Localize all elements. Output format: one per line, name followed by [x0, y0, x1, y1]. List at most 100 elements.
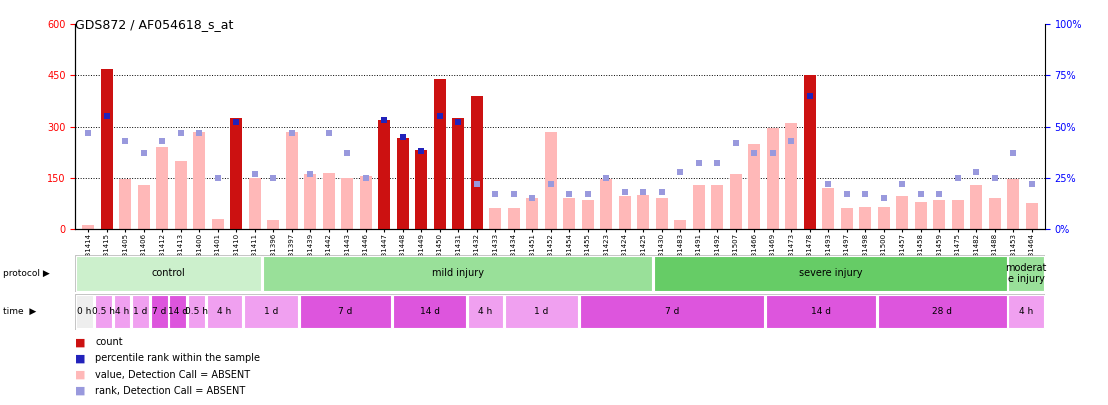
Bar	[748, 144, 760, 229]
Bar	[563, 198, 575, 229]
Text: ■: ■	[75, 354, 85, 363]
Bar	[137, 185, 150, 229]
Bar	[730, 174, 742, 229]
Bar	[230, 118, 243, 229]
Text: ■: ■	[75, 386, 85, 396]
Text: 7 d: 7 d	[665, 307, 679, 316]
Text: 4 h: 4 h	[115, 307, 129, 316]
Bar	[151, 296, 167, 328]
Bar	[322, 173, 335, 229]
Bar	[170, 296, 186, 328]
Bar	[1007, 179, 1019, 229]
Bar	[692, 185, 705, 229]
Bar	[1008, 296, 1044, 328]
Bar	[786, 123, 798, 229]
Text: count: count	[95, 337, 123, 347]
Bar	[507, 208, 520, 229]
Bar	[82, 226, 94, 229]
Bar	[416, 150, 428, 229]
Text: 1 d: 1 d	[264, 307, 278, 316]
Bar	[341, 178, 353, 229]
Bar	[244, 296, 298, 328]
Bar	[95, 296, 112, 328]
Bar	[841, 208, 853, 229]
Bar	[971, 185, 983, 229]
Bar	[601, 179, 613, 229]
Bar	[207, 296, 243, 328]
Bar	[101, 68, 113, 229]
Bar	[188, 296, 205, 328]
Bar	[378, 120, 390, 229]
Bar	[656, 198, 668, 229]
Bar	[76, 256, 260, 291]
Text: ■: ■	[75, 370, 85, 379]
Bar	[468, 296, 503, 328]
Bar	[286, 132, 298, 229]
Text: 4 h: 4 h	[1019, 307, 1034, 316]
Bar	[397, 139, 409, 229]
Bar	[878, 296, 1007, 328]
Bar	[175, 161, 187, 229]
Text: value, Detection Call = ABSENT: value, Detection Call = ABSENT	[95, 370, 250, 379]
Text: ■: ■	[75, 337, 85, 347]
Text: control: control	[152, 269, 185, 278]
Text: 4 h: 4 h	[217, 307, 232, 316]
Bar	[526, 198, 538, 229]
Text: 1 d: 1 d	[534, 307, 548, 316]
Text: severe injury: severe injury	[799, 269, 862, 278]
Text: time  ▶: time ▶	[3, 307, 37, 316]
Bar	[434, 176, 445, 229]
Text: percentile rank within the sample: percentile rank within the sample	[95, 354, 260, 363]
Bar	[988, 198, 1001, 229]
Bar	[1026, 203, 1038, 229]
Bar	[416, 150, 428, 229]
Bar	[249, 178, 260, 229]
Bar	[300, 296, 391, 328]
Bar	[120, 179, 132, 229]
Bar	[267, 220, 279, 229]
Text: 7 d: 7 d	[339, 307, 352, 316]
Bar	[471, 198, 483, 229]
Bar	[490, 208, 501, 229]
Text: 1 d: 1 d	[133, 307, 147, 316]
Bar	[305, 174, 316, 229]
Bar	[545, 132, 557, 229]
Text: mild injury: mild injury	[431, 269, 483, 278]
Bar	[675, 220, 686, 229]
Bar	[637, 195, 649, 229]
Bar	[360, 176, 372, 229]
Bar	[767, 128, 779, 229]
Bar	[434, 79, 445, 229]
Bar	[471, 96, 483, 229]
Bar	[113, 296, 131, 328]
Bar	[804, 75, 815, 229]
Bar	[915, 202, 927, 229]
Bar	[397, 139, 409, 229]
Bar	[878, 207, 890, 229]
Bar	[1008, 256, 1044, 291]
Text: 14 d: 14 d	[420, 307, 440, 316]
Text: 14 d: 14 d	[168, 307, 188, 316]
Bar	[193, 132, 205, 229]
Text: rank, Detection Call = ABSENT: rank, Detection Call = ABSENT	[95, 386, 246, 396]
Bar	[378, 120, 390, 229]
Bar	[582, 200, 594, 229]
Text: 7 d: 7 d	[152, 307, 166, 316]
Text: 4 h: 4 h	[479, 307, 493, 316]
Bar	[132, 296, 148, 328]
Bar	[101, 68, 113, 229]
Bar	[896, 196, 909, 229]
Bar	[452, 185, 464, 229]
Text: 28 d: 28 d	[932, 307, 952, 316]
Bar	[654, 256, 1007, 291]
Bar	[212, 219, 224, 229]
Text: moderat
e injury: moderat e injury	[1006, 262, 1047, 284]
Bar	[230, 118, 243, 229]
Bar	[156, 147, 168, 229]
Bar	[579, 296, 765, 328]
Text: 0.5 h: 0.5 h	[185, 307, 208, 316]
Bar	[452, 118, 464, 229]
Bar	[804, 75, 815, 229]
Text: 0.5 h: 0.5 h	[92, 307, 115, 316]
Text: 0 h: 0 h	[78, 307, 92, 316]
